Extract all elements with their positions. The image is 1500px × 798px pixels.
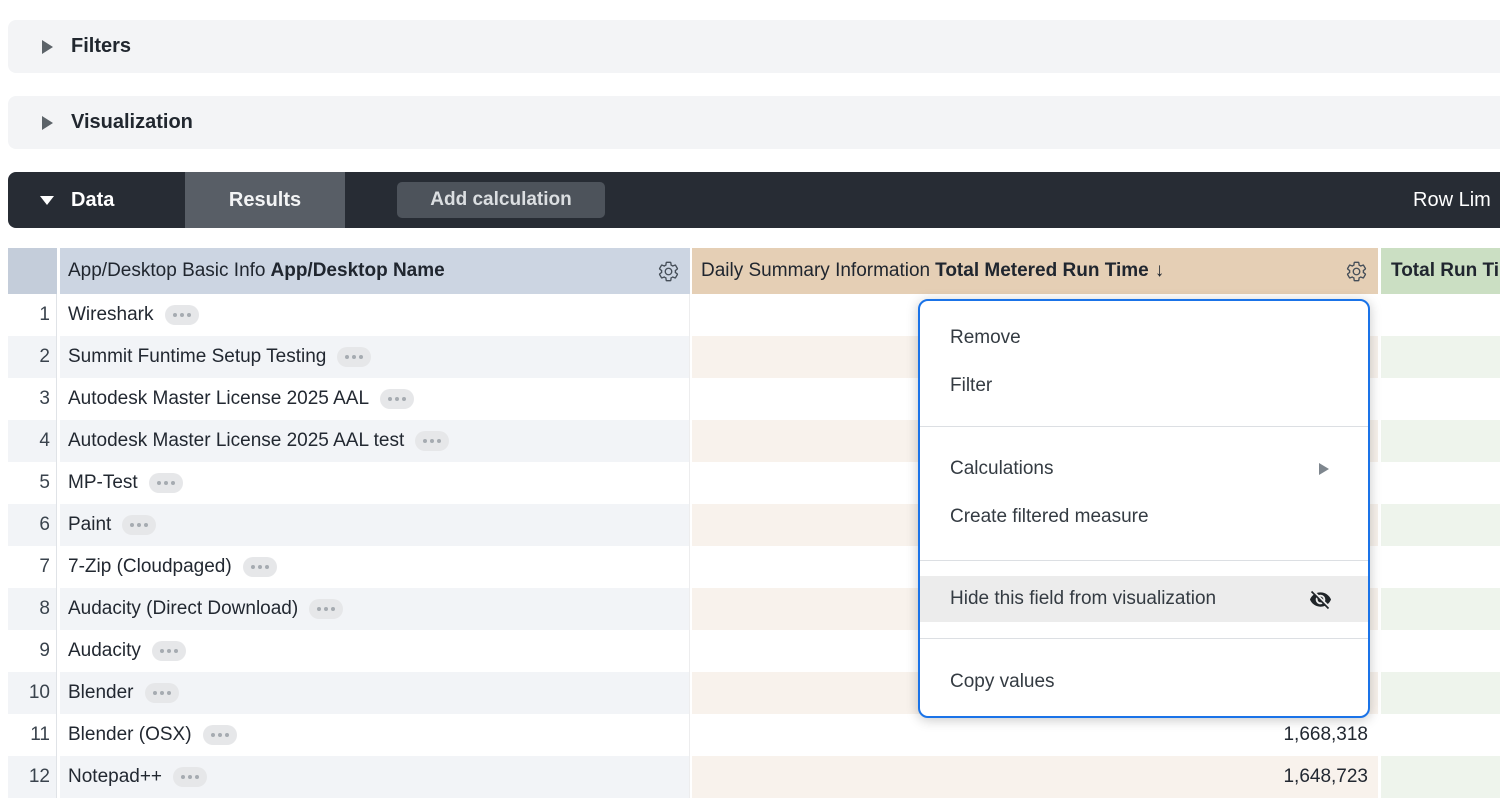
cell-extra[interactable] [1381,756,1500,798]
row-number: 1 [8,294,57,336]
column-field-label: Total Run Ti [1391,260,1500,281]
menu-divider [920,638,1368,639]
cell-options-icon[interactable] [122,515,157,535]
data-section-label: Data [71,188,115,211]
sort-descending-icon: ↓ [1154,260,1165,281]
menu-item-filter[interactable]: Filter [950,375,993,396]
visualization-panel-label: Visualization [71,111,193,133]
row-number: 9 [8,630,57,672]
cell-extra[interactable] [1381,420,1500,462]
menu-divider [920,560,1368,561]
cell-extra[interactable] [1381,714,1500,756]
visualization-panel-header[interactable]: Visualization [8,96,1500,149]
gear-icon [658,261,679,281]
row-number: 7 [8,546,57,588]
cell-app-name[interactable]: Paint [60,504,690,546]
row-number: 5 [8,462,57,504]
expand-arrow-icon [42,115,53,130]
cell-extra[interactable] [1381,462,1500,504]
cell-app-name[interactable]: MP-Test [60,462,690,504]
cell-app-name[interactable]: 7-Zip (Cloudpaged) [60,546,690,588]
cell-extra[interactable] [1381,588,1500,630]
menu-divider [920,426,1368,427]
cell-app-name[interactable]: Autodesk Master License 2025 AAL test [60,420,690,462]
cell-app-name[interactable]: Notepad++ [60,756,690,798]
row-number: 2 [8,336,57,378]
cell-options-icon[interactable] [151,641,186,661]
row-number: 3 [8,378,57,420]
row-number: 6 [8,504,57,546]
menu-item-hide-field-from-visualization[interactable]: Hide this field from visualization [920,576,1368,622]
cell-options-icon[interactable] [173,767,208,787]
cell-extra[interactable] [1381,672,1500,714]
row-number: 4 [8,420,57,462]
column-group-label: App/Desktop Basic Info [68,260,266,281]
expand-arrow-icon [42,39,53,54]
row-number: 11 [8,714,57,756]
cell-extra[interactable] [1381,294,1500,336]
column-field-label: Total Metered Run Time [935,260,1149,281]
column-header-total-metered-run-time[interactable]: Daily Summary Information Total Metered … [692,248,1378,294]
cell-extra[interactable] [1381,378,1500,420]
column-gear-button[interactable] [657,260,680,283]
cell-options-icon[interactable] [415,431,450,451]
eye-off-icon [1309,588,1332,611]
cell-options-icon[interactable] [164,305,199,325]
cell-extra[interactable] [1381,546,1500,588]
filters-panel-header[interactable]: Filters [8,20,1500,73]
cell-app-name[interactable]: Summit Funtime Setup Testing [60,336,690,378]
filters-panel-label: Filters [71,35,132,57]
column-gear-button[interactable] [1345,260,1368,283]
data-toolbar: Data Results Add calculation Row Lim [8,172,1500,228]
row-number: 10 [8,672,57,714]
menu-item-calculations[interactable]: Calculations [920,445,1368,493]
column-header-app-desktop-name[interactable]: App/Desktop Basic Info App/Desktop Name [60,248,690,294]
add-calculation-button[interactable]: Add calculation [397,182,605,218]
cell-extra[interactable] [1381,504,1500,546]
tab-results-label: Results [228,188,302,211]
menu-item-remove[interactable]: Remove [950,327,1021,348]
cell-extra[interactable] [1381,630,1500,672]
cell-options-icon[interactable] [202,725,237,745]
row-number: 12 [8,756,57,798]
field-context-menu: Remove Filter Calculations Create filter… [918,299,1370,718]
column-field-label: App/Desktop Name [270,260,445,281]
column-group-label: Daily Summary Information [701,260,931,281]
cell-options-icon[interactable] [242,557,277,577]
column-header-total-run-time[interactable]: Total Run Ti [1381,248,1500,294]
tab-results[interactable]: Results [185,172,345,228]
cell-value[interactable]: 1,668,318 [692,714,1378,756]
gear-icon [1346,261,1367,281]
cell-app-name[interactable]: Autodesk Master License 2025 AAL [60,378,690,420]
cell-value[interactable]: 1,648,723 [692,756,1378,798]
menu-item-copy-values[interactable]: Copy values [950,671,1055,692]
row-limit-label: Row Lim [1413,188,1491,211]
menu-item-create-filtered-measure[interactable]: Create filtered measure [950,506,1149,527]
cell-app-name[interactable]: Blender [60,672,690,714]
submenu-arrow-icon [1319,463,1329,475]
table-header: App/Desktop Basic Info App/Desktop Name … [0,248,1500,294]
row-number-header-cell [8,248,57,294]
cell-app-name[interactable]: Blender (OSX) [60,714,690,756]
cell-options-icon[interactable] [144,683,179,703]
cell-options-icon[interactable] [337,347,372,367]
cell-app-name[interactable]: Audacity [60,630,690,672]
add-calculation-label: Add calculation [430,189,572,210]
row-number: 8 [8,588,57,630]
cell-app-name[interactable]: Wireshark [60,294,690,336]
cell-options-icon[interactable] [148,473,183,493]
data-section-toggle[interactable]: Data [8,189,114,212]
table-row: 11 Blender (OSX) 1,668,318 [0,714,1500,756]
cell-options-icon[interactable] [380,389,415,409]
collapse-arrow-icon [40,195,54,205]
cell-options-icon[interactable] [309,599,344,619]
table-row: 12 Notepad++ 1,648,723 [0,756,1500,798]
cell-extra[interactable] [1381,336,1500,378]
cell-app-name[interactable]: Audacity (Direct Download) [60,588,690,630]
